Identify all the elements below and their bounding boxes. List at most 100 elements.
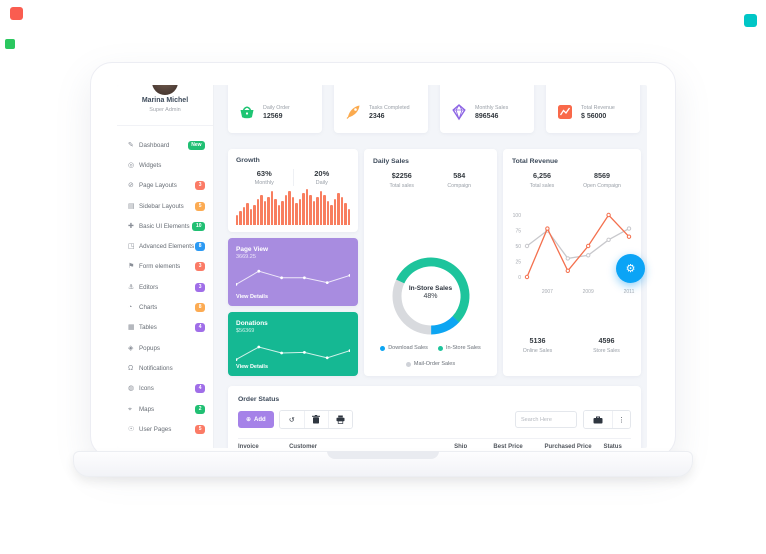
growth-bar bbox=[330, 205, 333, 225]
stat-label: Daily Order bbox=[263, 104, 290, 111]
sidebar-item-label: Page Layouts bbox=[139, 182, 177, 190]
flag-icon: ⚑ bbox=[128, 263, 135, 271]
delete-button[interactable] bbox=[303, 411, 328, 428]
sidebar-item-notifications[interactable]: Ω Notifications bbox=[117, 358, 213, 378]
sidebar-item-basic-ui-elements[interactable]: ✚ Basic UI Elements 10 bbox=[117, 216, 213, 236]
sidebar-item-dashboard[interactable]: ✎ Dashboard New bbox=[117, 135, 213, 155]
legend-download-sales: Download Sales bbox=[380, 345, 428, 351]
stat-label: Total Revenue bbox=[581, 104, 615, 111]
sidebar-item-label: Dashboard bbox=[139, 141, 170, 149]
decor-square-teal bbox=[744, 14, 757, 27]
diamond-icon: ◈ bbox=[128, 344, 134, 352]
growth-bar bbox=[326, 201, 330, 225]
growth-daily: 20% Daily bbox=[292, 169, 351, 186]
growth-monthly-label: Monthly bbox=[254, 180, 274, 186]
sidebar-item-tables[interactable]: ▦ Tables 4 bbox=[117, 318, 213, 338]
sidebar-menu: ✎ Dashboard New ◎ Widgets ⊘ Page Layouts 3 ▤ Side… bbox=[117, 135, 213, 439]
more-icon: ⋮ bbox=[618, 416, 625, 424]
sidebar-item-form-elements[interactable]: ⚑ Form elements 3 bbox=[117, 257, 213, 277]
sidebar-badge: 4 bbox=[195, 323, 205, 333]
user-role: Super Admin bbox=[149, 107, 181, 113]
decor-square-red bbox=[10, 7, 23, 20]
growth-daily-label: Daily bbox=[315, 180, 328, 186]
sidebar-item-page-layouts[interactable]: ⊘ Page Layouts 3 bbox=[117, 176, 213, 196]
briefcase-icon bbox=[593, 416, 603, 423]
daily-sales-donut bbox=[392, 257, 469, 335]
avatar[interactable] bbox=[152, 85, 178, 95]
orders-utility-group: ⋮ bbox=[583, 410, 631, 429]
card-title: Donations bbox=[236, 320, 268, 327]
card-title: Daily Sales bbox=[373, 158, 409, 165]
growth-bar bbox=[347, 209, 350, 225]
growth-bar bbox=[239, 211, 242, 225]
plus-icon: ✚ bbox=[128, 222, 134, 230]
sidebar-item-label: Charts bbox=[139, 304, 158, 312]
sidebar-badge: 3 bbox=[195, 181, 205, 191]
growth-bar bbox=[333, 199, 337, 225]
view-details-link[interactable]: View Details bbox=[236, 294, 268, 300]
decor-square-green bbox=[5, 39, 15, 49]
sidebar-item-editors[interactable]: ⚓ Editors 3 bbox=[117, 277, 213, 297]
sidebar-item-widgets[interactable]: ◎ Widgets bbox=[117, 155, 213, 175]
card-title: Page View bbox=[236, 246, 269, 253]
growth-bar bbox=[249, 209, 253, 225]
gear-icon: ⚙ bbox=[625, 263, 636, 275]
add-button[interactable]: ⊕ Add bbox=[238, 411, 274, 428]
sidebar-item-user-pages[interactable]: ☉ User Pages 5 bbox=[117, 419, 213, 439]
print-button[interactable] bbox=[327, 411, 352, 428]
svg-text:25: 25 bbox=[515, 259, 521, 265]
growth-bar bbox=[305, 189, 309, 225]
stat-card-tasks-completed: Tasks Completed 2346 bbox=[334, 85, 428, 133]
growth-bar bbox=[302, 193, 305, 225]
daily-campaign-value: 584 bbox=[453, 171, 466, 180]
export-button[interactable] bbox=[584, 411, 612, 428]
orders-action-group: ↺ bbox=[278, 410, 353, 429]
globe-icon: ◍ bbox=[128, 385, 135, 393]
donations-value: $56369 bbox=[236, 328, 255, 334]
orders-table-header: Invoice Customer Ship Best Price Purchased P… bbox=[238, 438, 631, 448]
growth-bar bbox=[323, 195, 326, 225]
map-pin-icon: ⌖ bbox=[128, 405, 132, 413]
svg-text:2009: 2009 bbox=[583, 289, 594, 295]
user-icon: ☉ bbox=[128, 425, 135, 433]
laptop-screen: Marina Michel Super Admin ✎ Dashboard New ◎… bbox=[90, 62, 676, 458]
sidebar-badge: 3 bbox=[195, 262, 205, 272]
pencil-icon: ✎ bbox=[128, 141, 134, 149]
search-input[interactable] bbox=[515, 411, 577, 428]
sidebar-item-advanced-elements[interactable]: ◳ Advanced Elements 8 bbox=[117, 236, 213, 256]
daily-total-sales-label: Total sales bbox=[389, 183, 414, 189]
stat-card-monthly-sales: Monthly Sales 896546 bbox=[440, 85, 534, 133]
view-details-link[interactable]: View Details bbox=[236, 364, 268, 370]
legend-dot-blue bbox=[380, 345, 386, 351]
growth-monthly-value: 63% bbox=[256, 169, 272, 178]
revenue-chart: 100 75 50 25 0 2007 2009 2011 bbox=[513, 212, 635, 295]
add-icon: ⊕ bbox=[246, 417, 252, 423]
growth-bar bbox=[284, 195, 288, 225]
stat-card-daily-order: Daily Order 12569 bbox=[228, 85, 322, 133]
sidebar-item-charts[interactable]: ◔ Charts 8 bbox=[117, 297, 213, 317]
sidebar-item-popups[interactable]: ◈ Popups bbox=[117, 338, 213, 358]
sidebar-item-label: Advanced Elements bbox=[139, 243, 195, 251]
history-button[interactable]: ↺ bbox=[279, 411, 304, 428]
column-header-ship: Ship bbox=[454, 444, 468, 448]
sidebar-badge: 4 bbox=[195, 384, 205, 394]
settings-fab[interactable]: ⚙ bbox=[616, 254, 645, 283]
sidebar-item-maps[interactable]: ⌖ Maps 2 bbox=[117, 399, 213, 419]
more-options-button[interactable]: ⋮ bbox=[612, 411, 630, 428]
svg-text:0: 0 bbox=[518, 275, 521, 281]
sidebar-item-label: Form elements bbox=[139, 263, 181, 271]
growth-bar bbox=[309, 195, 312, 225]
sidebar-icon: ▤ bbox=[128, 202, 135, 210]
sidebar-item-sidebar-layouts[interactable]: ▤ Sidebar Layouts 5 bbox=[117, 196, 213, 216]
growth-bar bbox=[288, 191, 291, 225]
anchor-icon: ⚓ bbox=[128, 283, 135, 291]
column-header-best-price: Best Price bbox=[493, 444, 523, 448]
rocket-icon bbox=[346, 105, 360, 119]
column-header-status: Status bbox=[603, 444, 622, 448]
growth-bar bbox=[246, 203, 249, 225]
column-header-customer: Customer bbox=[289, 444, 318, 448]
sidebar-divider bbox=[117, 125, 213, 126]
sidebar-item-icons[interactable]: ◍ Icons 4 bbox=[117, 379, 213, 399]
growth-card: Growth 63% Monthly 20% Daily bbox=[228, 149, 358, 232]
sidebar-badge: 10 bbox=[192, 221, 205, 231]
